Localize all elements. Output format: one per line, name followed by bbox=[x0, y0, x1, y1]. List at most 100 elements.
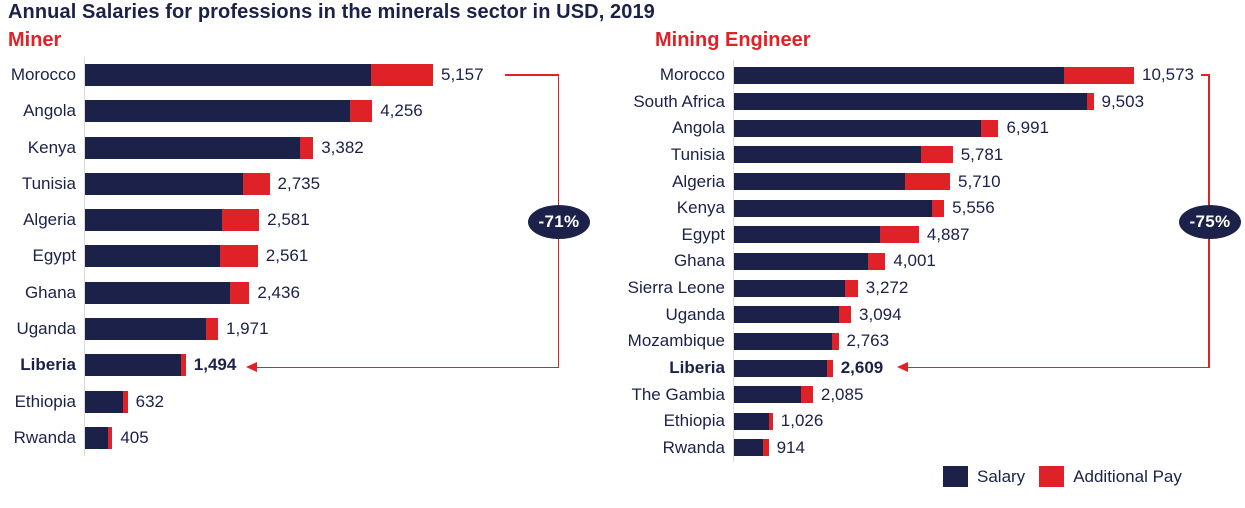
additional-pay-bar-segment bbox=[827, 359, 833, 377]
salary-bar-segment bbox=[734, 199, 933, 217]
country-label: Ethiopia bbox=[14, 391, 76, 411]
value-label: 6,991 bbox=[1006, 118, 1050, 138]
stacked-bar bbox=[734, 226, 919, 244]
additional-pay-bar-segment bbox=[222, 209, 260, 232]
chart-row: Sierra Leone 3,272 bbox=[604, 275, 1245, 302]
mining-engineer-axis-line bbox=[733, 60, 734, 462]
country-label: Liberia bbox=[669, 358, 725, 378]
stacked-bar bbox=[734, 332, 839, 350]
miner-bar-chart: Morocco 5,157 Angola 4,256 Kenya 3,382 Tunisia… bbox=[4, 57, 616, 456]
legend: Salary Additional Pay bbox=[943, 466, 1196, 487]
stacked-bar bbox=[85, 245, 258, 268]
additional-pay-bar-segment bbox=[181, 354, 186, 377]
salary-bar-segment bbox=[734, 173, 906, 191]
salary-bar-segment bbox=[85, 426, 109, 449]
stacked-bar bbox=[85, 172, 270, 195]
chart-row: Tunisia 2,735 bbox=[4, 166, 616, 202]
chart-row: South Africa 9,503 bbox=[604, 88, 1245, 115]
annotation-connector-bottom-left bbox=[256, 366, 559, 369]
chart-row: Angola 6,991 bbox=[604, 115, 1245, 142]
chart-row: Ghana 4,001 bbox=[604, 248, 1245, 275]
value-label: 5,556 bbox=[952, 198, 995, 218]
additional-pay-bar-segment bbox=[932, 199, 945, 217]
annotation-connector-bottom-right bbox=[907, 366, 1210, 369]
value-label: 1,971 bbox=[225, 318, 269, 338]
country-label: Egypt bbox=[681, 224, 725, 244]
stacked-bar bbox=[734, 173, 951, 191]
value-label: 2,085 bbox=[820, 384, 864, 404]
value-label: 2,581 bbox=[267, 210, 310, 230]
country-label: Kenya bbox=[676, 198, 725, 218]
additional-pay-bar-segment bbox=[108, 426, 113, 449]
stacked-bar bbox=[85, 354, 186, 377]
country-label: Ghana bbox=[24, 282, 76, 302]
value-label: 3,382 bbox=[321, 137, 364, 157]
country-label: Liberia bbox=[20, 355, 76, 375]
value-label: 405 bbox=[120, 427, 149, 447]
salary-bar-segment bbox=[734, 119, 981, 137]
value-label: 2,609 bbox=[840, 358, 884, 378]
miner-axis-line bbox=[84, 57, 85, 456]
value-label: 4,256 bbox=[380, 101, 423, 121]
chart-row: Kenya 5,556 bbox=[604, 195, 1245, 222]
value-label: 4,887 bbox=[926, 224, 970, 244]
legend-swatch bbox=[943, 466, 968, 487]
country-label: Morocco bbox=[10, 65, 76, 85]
stacked-bar bbox=[85, 136, 314, 159]
additional-pay-bar-segment bbox=[839, 306, 852, 324]
additional-pay-bar-segment bbox=[370, 64, 433, 87]
country-label: Egypt bbox=[32, 246, 76, 266]
additional-pay-bar-segment bbox=[242, 172, 270, 195]
legend-label: Salary bbox=[977, 466, 1026, 486]
chart-row: Uganda 1,971 bbox=[4, 311, 616, 347]
additional-pay-bar-segment bbox=[299, 136, 314, 159]
stacked-bar bbox=[734, 412, 773, 430]
country-label: Angola bbox=[672, 118, 725, 138]
chart-row: Morocco 5,157 bbox=[4, 57, 616, 93]
value-label: 914 bbox=[776, 437, 805, 457]
additional-pay-bar-segment bbox=[220, 245, 258, 268]
country-label: Tunisia bbox=[670, 144, 725, 164]
value-label: 632 bbox=[135, 391, 165, 411]
chart-row: Uganda 3,094 bbox=[604, 301, 1245, 328]
value-label: 9,503 bbox=[1101, 91, 1145, 111]
additional-pay-bar-segment bbox=[763, 439, 769, 457]
chart-row: Ethiopia 1,026 bbox=[604, 408, 1245, 435]
additional-pay-bar-segment bbox=[1087, 93, 1094, 111]
chart-row: Egypt 4,887 bbox=[604, 222, 1245, 249]
stacked-bar bbox=[734, 66, 1134, 84]
page-title: Annual Salaries for professions in the m… bbox=[8, 1, 655, 23]
additional-pay-bar-segment bbox=[920, 146, 953, 164]
country-label: Morocco bbox=[659, 65, 725, 84]
stacked-bar bbox=[734, 359, 833, 377]
country-label: Ethiopia bbox=[663, 411, 725, 431]
salary-bar-segment bbox=[85, 354, 182, 377]
mining-engineer-bar-chart: Morocco 10,573 South Africa 9,503 Angola 6,99… bbox=[604, 62, 1245, 462]
country-label: Angola bbox=[23, 101, 76, 121]
salary-bar-segment bbox=[734, 226, 881, 244]
stacked-bar bbox=[734, 439, 769, 457]
salary-bar-segment bbox=[85, 100, 350, 123]
country-label: Mozambique bbox=[627, 331, 725, 351]
chart-row: Mozambique 2,763 bbox=[604, 328, 1245, 355]
value-label: 5,157 bbox=[440, 65, 484, 85]
country-label: Algeria bbox=[23, 210, 76, 230]
salary-bar-segment bbox=[734, 386, 802, 404]
chart-row: Liberia 2,609 bbox=[604, 355, 1245, 382]
stacked-bar bbox=[734, 279, 858, 297]
salary-bar-segment bbox=[85, 245, 221, 268]
salary-bar-segment bbox=[734, 146, 921, 164]
arrow-left-icon bbox=[246, 362, 257, 372]
salary-bar-segment bbox=[734, 359, 828, 377]
additional-pay-bar-segment bbox=[880, 226, 919, 244]
chart-row: Algeria 2,581 bbox=[4, 202, 616, 238]
chart-row: The Gambia 2,085 bbox=[604, 381, 1245, 408]
additional-pay-bar-segment bbox=[831, 332, 839, 350]
legend-item-salary: Salary bbox=[943, 466, 1025, 487]
value-label: 10,573 bbox=[1141, 65, 1194, 84]
annotation-connector-top-right bbox=[1201, 74, 1209, 76]
legend-label: Additional Pay bbox=[1073, 466, 1182, 486]
value-label: 5,710 bbox=[958, 171, 1001, 191]
country-label: Sierra Leone bbox=[627, 278, 725, 298]
